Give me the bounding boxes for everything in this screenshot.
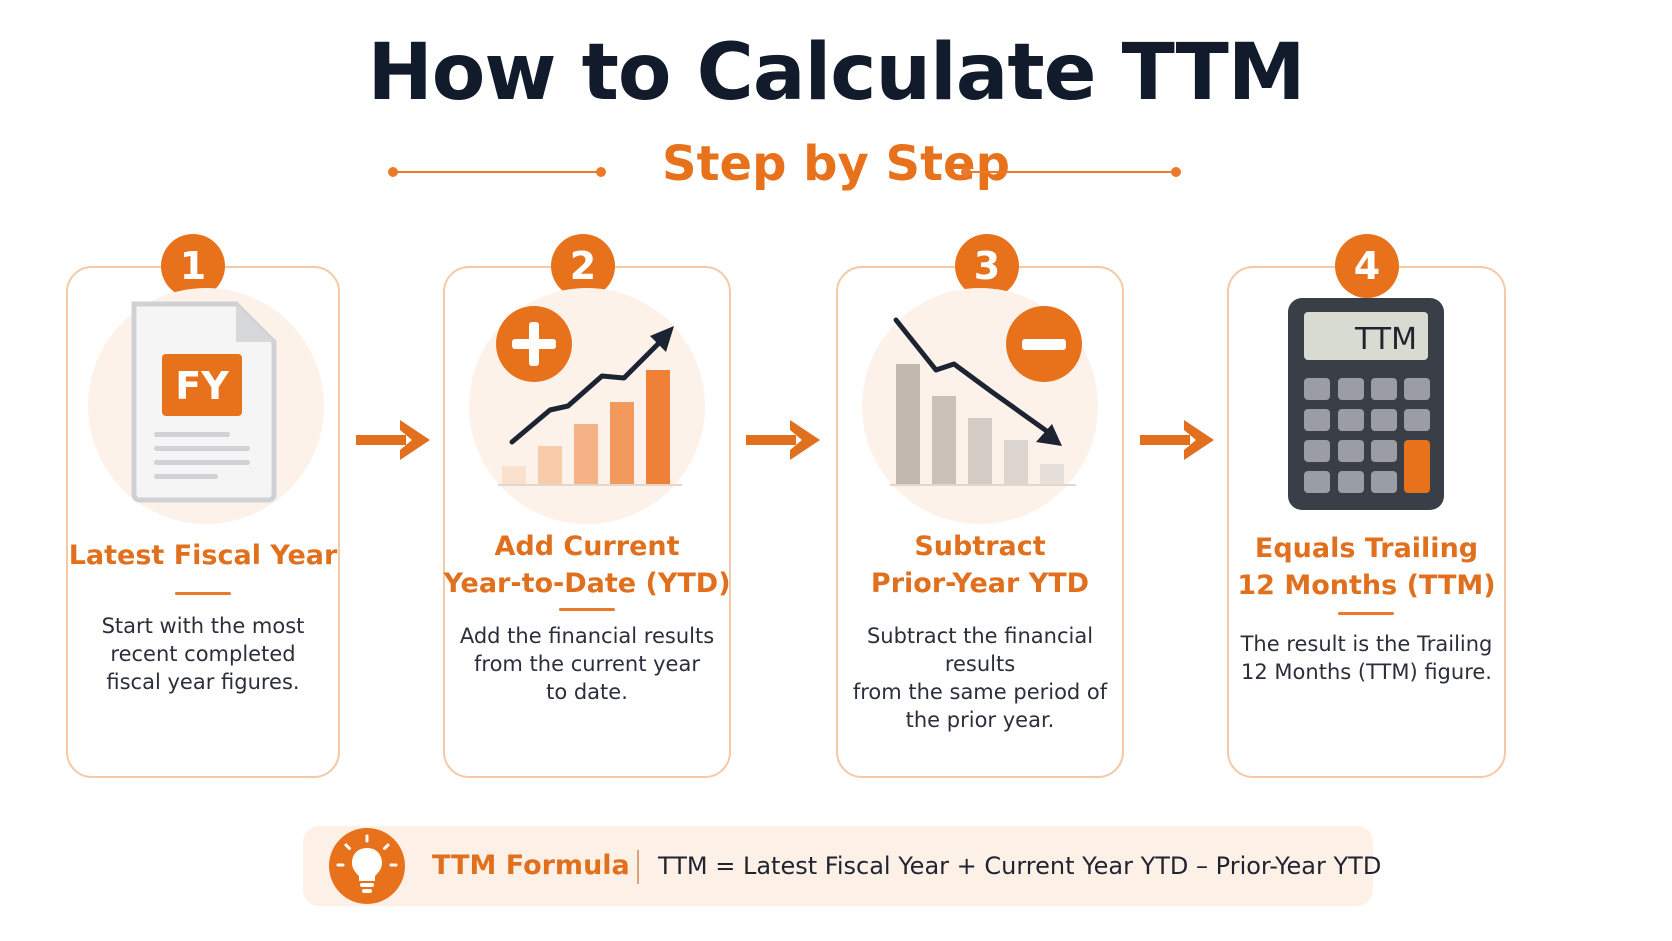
step-number-badge-2: 2 <box>551 234 615 298</box>
chart-baseline <box>498 484 682 486</box>
fy-label-box <box>162 354 242 416</box>
chart-bar-1 <box>502 466 526 484</box>
step-title-4: Equals Trailing 12 Months (TTM) <box>1227 530 1506 604</box>
step-title-divider-4 <box>1338 612 1394 615</box>
step-description-4-line-2: 12 Months (TTM) figure. <box>1241 660 1492 684</box>
step-title-divider-1 <box>175 592 231 595</box>
subtitle-row: Step by Step <box>0 136 1672 206</box>
chart-bar-5 <box>1040 464 1064 484</box>
formula-label: TTM Formula <box>432 850 630 881</box>
document-line-2 <box>154 446 250 451</box>
chart-bar-4 <box>1004 440 1028 484</box>
calculator-display-text: TTM <box>1354 322 1417 357</box>
chart-bar-4 <box>610 402 634 484</box>
calculator-keys <box>1304 378 1430 493</box>
step-title-divider-2 <box>559 608 615 611</box>
step-title-2-line-2: Year-to-Date (YTD) <box>443 568 731 599</box>
step-description-1-line-1: Start with the most <box>101 614 305 638</box>
chart-bar-1 <box>896 364 920 484</box>
trend-arrowhead-up <box>650 326 674 352</box>
chart-bar-2 <box>932 396 956 484</box>
page-subtitle: Step by Step <box>662 136 1010 192</box>
document-corner-fold <box>236 304 274 342</box>
step-description-1: Start with the most recent completed fis… <box>66 612 340 696</box>
formula-separator <box>637 850 639 884</box>
document-line-4 <box>154 474 218 479</box>
calculator-display <box>1304 312 1428 360</box>
decor-line-right <box>966 171 1176 173</box>
trend-line-down <box>893 317 1051 435</box>
calculator-icon: TTM <box>1288 298 1444 510</box>
decor-dot-left-inner <box>596 167 606 177</box>
fiscal-year-document-icon: FY <box>131 301 277 503</box>
arrow-right-icon-2 <box>746 420 820 460</box>
step-title-2: Add Current Year-to-Date (YTD) <box>443 528 731 602</box>
step-description-2-line-3: to date. <box>546 680 628 704</box>
step-title-4-line-2: 12 Months (TTM) <box>1237 570 1496 601</box>
document-line-1 <box>154 432 230 437</box>
step-description-3-line-1: Subtract the financial results <box>866 624 1094 676</box>
step-description-2-line-1: Add the financial results <box>459 624 715 648</box>
step-title-3-line-2: Prior-Year YTD <box>870 568 1090 599</box>
step-description-1-line-2: recent completed <box>110 642 296 666</box>
step-description-2: Add the financial results from the curre… <box>443 622 731 706</box>
chart-bar-3 <box>968 418 992 484</box>
decor-dot-right-outer <box>1171 167 1181 177</box>
calculator-equals-key <box>1404 440 1430 493</box>
chart-bar-3 <box>574 424 598 484</box>
chart-baseline <box>890 484 1076 486</box>
page-title: How to Calculate TTM <box>367 28 1305 118</box>
step-description-2-line-2: from the current year <box>474 652 700 676</box>
step-number-badge-4: 4 <box>1335 234 1399 298</box>
step-number-badge-1: 1 <box>161 234 225 298</box>
step-number-badge-3: 3 <box>955 234 1019 298</box>
step-description-1-line-3: fiscal year figures. <box>106 670 300 694</box>
formula-text: TTM = Latest Fiscal Year + Current Year … <box>658 852 1382 880</box>
step-description-3-line-3: the prior year. <box>905 708 1055 732</box>
step-title-4-line-1: Equals Trailing <box>1254 533 1479 564</box>
trend-arrowhead-down <box>1036 424 1062 446</box>
lightbulb-icon <box>336 834 398 893</box>
minus-bar <box>1022 339 1066 350</box>
rising-bar-chart-plus-icon <box>496 306 682 486</box>
step-title-1-line-1: Latest Fiscal Year <box>68 540 338 571</box>
chart-bar-2 <box>538 446 562 484</box>
chart-bar-5 <box>646 370 670 484</box>
trend-line-up <box>509 337 665 445</box>
step-title-1: Latest Fiscal Year <box>66 537 340 574</box>
falling-bar-chart-minus-icon <box>890 306 1082 486</box>
fy-label-text: FY <box>175 364 229 408</box>
step-description-4: The result is the Trailing 12 Months (TT… <box>1227 630 1506 686</box>
step-title-2-line-1: Add Current <box>494 531 680 562</box>
arrow-right-icon-1 <box>356 420 430 460</box>
formula-bar <box>303 826 1373 906</box>
step-title-3-line-1: Subtract <box>914 531 1046 562</box>
decor-line-left <box>393 171 603 173</box>
step-description-3-line-2: from the same period of <box>852 680 1108 704</box>
step-title-3: Subtract Prior-Year YTD <box>836 528 1124 602</box>
plus-vertical <box>529 322 539 366</box>
arrow-right-icon-3 <box>1140 420 1214 460</box>
document-line-3 <box>154 460 250 465</box>
step-description-3: Subtract the financial results from the … <box>836 622 1124 734</box>
step-description-4-line-1: The result is the Trailing <box>1240 632 1493 656</box>
